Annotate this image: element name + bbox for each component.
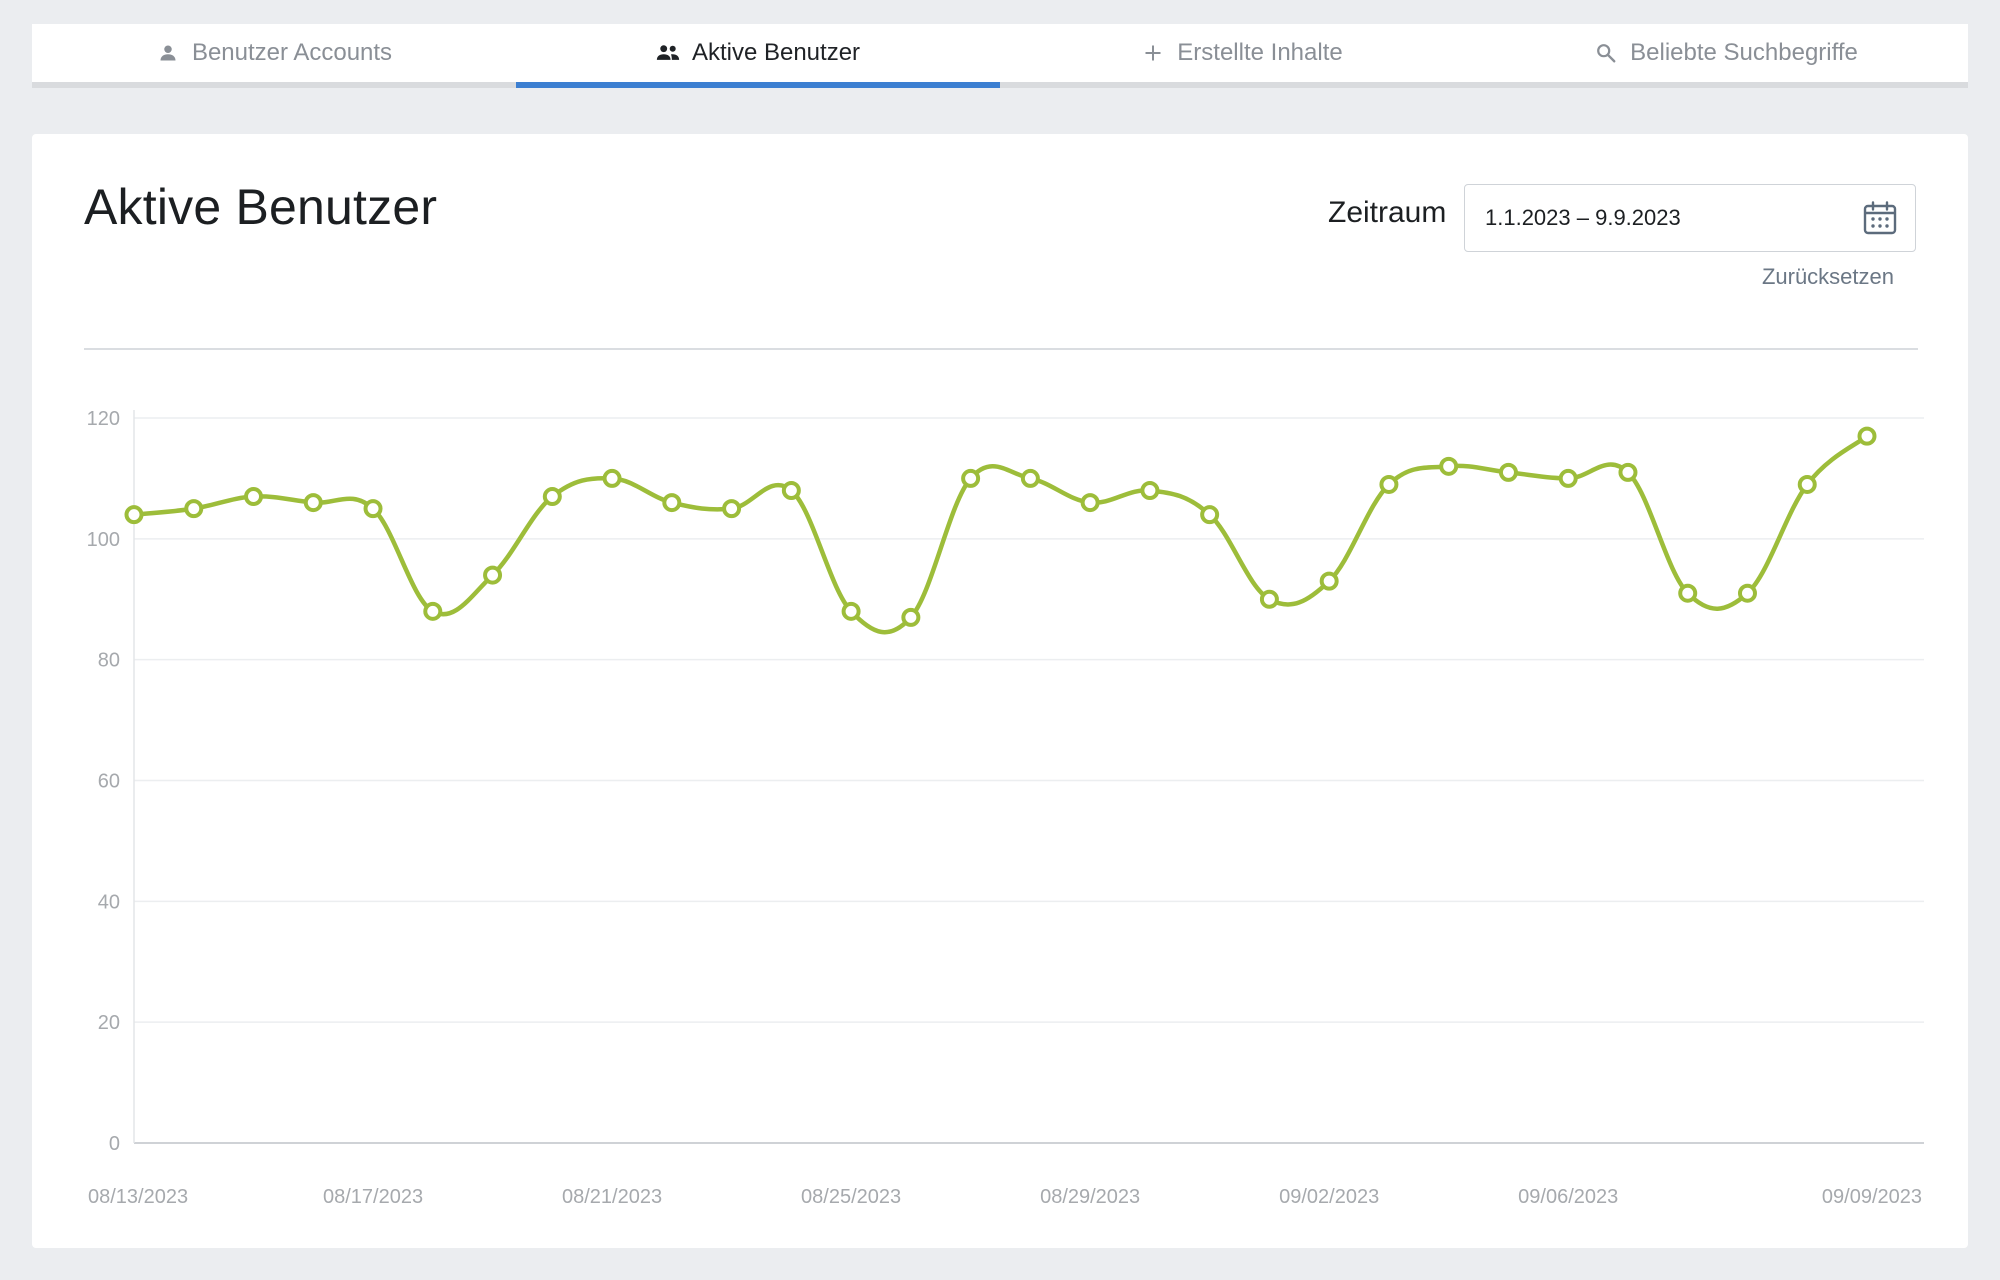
data-point: [961, 468, 981, 488]
data-point: [841, 601, 861, 621]
data-point: [303, 493, 323, 513]
data-point: [124, 505, 144, 525]
y-tick-label: 0: [109, 1133, 120, 1155]
data-point: [781, 481, 801, 500]
tab-erstellte-inhalte[interactable]: Erstellte Inhalte: [1000, 24, 1484, 82]
y-tick-label: 120: [87, 408, 120, 430]
data-point: [483, 565, 503, 585]
calendar-icon[interactable]: [1863, 201, 1897, 235]
data-point: [1200, 505, 1220, 525]
data-point: [662, 493, 682, 513]
plus-icon: [1141, 41, 1165, 65]
active-users-line-chart: 0 20 40 60 80 100 120 08/13/2023 08/17/2023 08/21…: [87, 408, 1924, 1208]
data-point: [602, 468, 622, 488]
data-point: [363, 499, 383, 519]
series-line: [133, 434, 1869, 635]
date-range-input[interactable]: 1.1.2023 – 9.9.2023: [1464, 184, 1916, 252]
data-point: [901, 607, 921, 627]
tab-beliebte-suchbegriffe[interactable]: Beliebte Suchbegriffe: [1484, 24, 1968, 82]
x-tick-label: 08/21/2023: [562, 1186, 662, 1208]
tab-bar: Benutzer Accounts Aktive Benutzer Erstel…: [32, 24, 1968, 88]
data-point: [1020, 468, 1040, 488]
data-point: [1558, 468, 1578, 488]
tab-label: Erstellte Inhalte: [1177, 39, 1343, 66]
y-tick-label: 80: [98, 650, 120, 672]
y-tick-label: 20: [98, 1012, 120, 1034]
tab-benutzer-accounts[interactable]: Benutzer Accounts: [32, 24, 516, 82]
data-point: [1797, 474, 1817, 494]
data-point: [1857, 426, 1877, 446]
y-tick-label: 60: [98, 771, 120, 793]
data-point: [423, 601, 443, 621]
data-point: [1678, 583, 1698, 603]
data-point: [1319, 571, 1339, 591]
data-point: [1080, 493, 1100, 513]
x-tick-label: 08/29/2023: [1040, 1186, 1140, 1208]
tab-label: Aktive Benutzer: [691, 39, 861, 66]
page-title: Aktive Benutzer: [84, 179, 438, 235]
data-point: [1140, 481, 1160, 500]
tab-aktive-benutzer[interactable]: Aktive Benutzer: [516, 24, 1000, 88]
active-users-card: Aktive Benutzer Zeitraum 1.1.2023 – 9.9.…: [32, 134, 1968, 1248]
date-range-value: 1.1.2023 – 9.9.2023: [1485, 205, 1681, 230]
x-tick-label: 08/13/2023: [88, 1186, 188, 1208]
reset-link[interactable]: Zurücksetzen: [1761, 264, 1894, 289]
data-point: [542, 487, 562, 507]
x-tick-label: 08/25/2023: [801, 1186, 901, 1208]
data-point: [1618, 462, 1638, 482]
data-point: [1379, 474, 1399, 494]
y-tick-label: 40: [98, 891, 120, 913]
people-icon: [656, 41, 680, 65]
y-tick-label: 100: [87, 529, 120, 551]
data-point: [244, 487, 264, 507]
divider: [84, 348, 1918, 350]
data-point: [722, 499, 742, 519]
data-point: [1439, 456, 1459, 476]
data-point: [1498, 462, 1518, 482]
search-icon: [1594, 41, 1618, 65]
x-tick-label: 09/09/2023: [1822, 1186, 1922, 1208]
tab-label: Beliebte Suchbegriffe: [1630, 39, 1858, 66]
data-point: [1737, 583, 1757, 603]
tab-label: Benutzer Accounts: [191, 39, 393, 66]
data-point: [184, 499, 204, 519]
x-tick-label: 09/06/2023: [1518, 1186, 1618, 1208]
data-point: [1259, 589, 1279, 609]
person-icon: [156, 41, 180, 65]
x-tick-label: 08/17/2023: [323, 1186, 423, 1208]
x-tick-label: 09/02/2023: [1279, 1186, 1379, 1208]
date-range-label: Zeitraum: [1328, 196, 1447, 229]
